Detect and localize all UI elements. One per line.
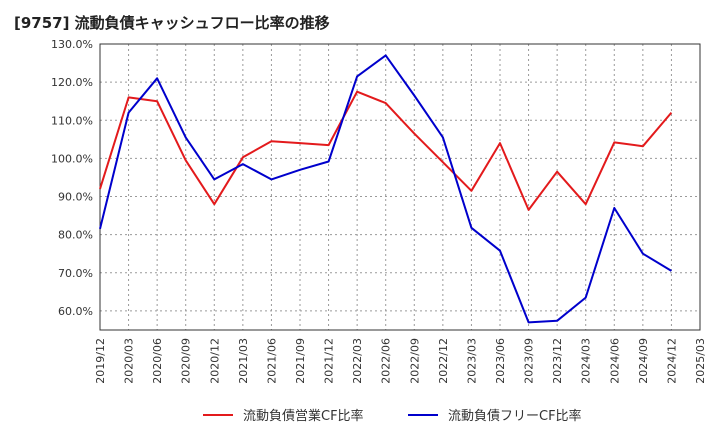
- x-tick-label: 2021/06: [265, 338, 278, 384]
- x-tick-label: 2023/09: [523, 338, 536, 384]
- x-tick-label: 2020/06: [151, 338, 164, 384]
- x-tick-label: 2022/12: [437, 338, 450, 384]
- series-line-free-cf: [99, 54, 672, 324]
- y-tick-label: 90.0%: [58, 191, 93, 204]
- plot-frame: [99, 43, 701, 331]
- legend-label: 流動負債営業CF比率: [243, 408, 364, 424]
- x-tick-label: 2021/03: [237, 338, 250, 384]
- x-tick-label: 2024/03: [580, 338, 593, 384]
- y-tick-label: 80.0%: [58, 229, 93, 242]
- y-tick-label: 100.0%: [51, 152, 93, 165]
- y-tick-label: 120.0%: [51, 76, 93, 89]
- x-tick-label: 2025/03: [694, 338, 707, 384]
- x-tick-label: 2022/03: [351, 338, 364, 384]
- x-tick-label: 2020/09: [180, 338, 193, 384]
- x-tick-label: 2020/03: [123, 338, 136, 384]
- y-tick-label: 110.0%: [51, 114, 93, 127]
- series-line-operating-cf: [99, 90, 673, 211]
- y-tick-label: 70.0%: [58, 267, 93, 280]
- x-tick-label: 2023/12: [551, 338, 564, 384]
- x-tick-label: 2021/09: [294, 338, 307, 384]
- y-tick-label: 130.0%: [51, 38, 93, 51]
- x-tick-label: 2023/06: [494, 338, 507, 384]
- x-tick-label: 2021/12: [323, 338, 336, 384]
- x-tick-label: 2022/06: [380, 338, 393, 384]
- x-tick-label: 2024/06: [608, 338, 621, 384]
- x-tick-label: 2020/12: [208, 338, 221, 384]
- x-tick-label: 2023/03: [465, 338, 478, 384]
- x-tick-label: 2024/09: [637, 338, 650, 384]
- chart-title: [9757] 流動負債キャッシュフロー比率の推移: [14, 14, 330, 32]
- x-tick-label: 2019/12: [94, 338, 107, 384]
- x-tick-label: 2024/12: [665, 338, 678, 384]
- y-tick-label: 60.0%: [58, 305, 93, 318]
- legend-label: 流動負債フリーCF比率: [448, 408, 582, 424]
- x-tick-label: 2022/09: [408, 338, 421, 384]
